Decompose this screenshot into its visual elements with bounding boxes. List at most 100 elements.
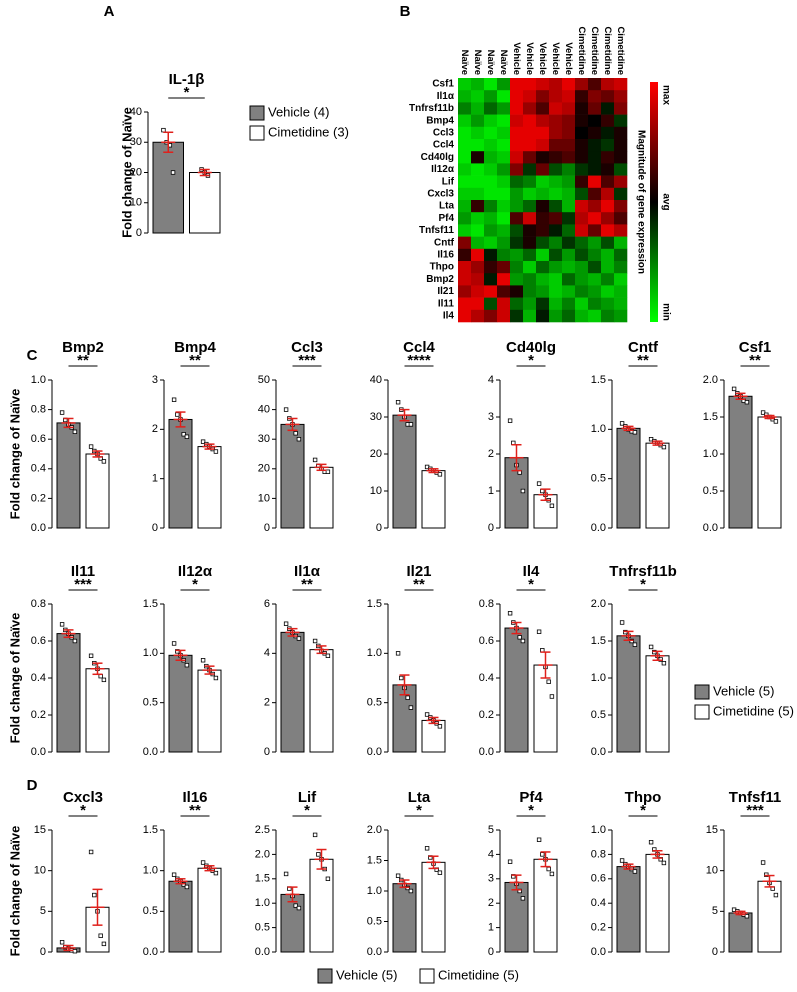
heatmap-cell <box>497 212 511 225</box>
column-label: Cimetidine <box>576 26 587 75</box>
heatmap-cell <box>536 126 550 140</box>
y-tick-label: 5 <box>488 824 494 836</box>
chart-title: Cntf <box>628 339 659 356</box>
heatmap-cell <box>575 102 589 115</box>
heatmap-cell <box>471 114 485 128</box>
heatmap-cell <box>471 224 485 237</box>
heatmap-cell <box>549 102 563 115</box>
row-label: Pf4 <box>438 213 454 224</box>
y-tick-label: 0 <box>488 522 494 534</box>
y-tick-label: 10 <box>370 485 382 497</box>
heatmap-cell <box>458 261 472 274</box>
error-bar <box>285 417 300 432</box>
heatmap-cell <box>601 175 615 189</box>
y-tick-label: 1.0 <box>591 824 606 836</box>
heatmap-cell <box>549 248 563 262</box>
error-bar <box>426 855 441 870</box>
y-tick-label: 1.0 <box>367 885 382 897</box>
row-label: Cntf <box>434 237 455 248</box>
data-point <box>764 872 769 877</box>
error-bar <box>397 879 412 889</box>
data-point <box>72 638 78 644</box>
heatmap-cell <box>562 248 576 262</box>
heatmap-cell <box>484 273 498 286</box>
y-tick-label: 0.5 <box>143 697 158 709</box>
y-tick-label: 0 <box>376 522 382 534</box>
y-tick-label: 0.6 <box>479 635 494 647</box>
y-tick-label: 2.0 <box>255 848 270 860</box>
error-bar <box>90 450 105 458</box>
bar <box>421 470 446 529</box>
heatmap-cell <box>536 139 550 152</box>
heatmap-cell <box>536 151 550 164</box>
bar <box>280 631 305 753</box>
heatmap-cell <box>562 187 576 201</box>
bar <box>189 172 221 234</box>
heatmap-cell <box>588 248 602 262</box>
heatmap-cell <box>601 114 615 128</box>
data-point <box>536 481 542 486</box>
heatmap-cell <box>601 261 615 274</box>
significance: *** <box>746 802 764 819</box>
y-tick-label: 30 <box>370 411 382 423</box>
heatmap-cell <box>497 224 511 237</box>
heatmap-cell <box>536 212 550 225</box>
y-tick-label: 0.2 <box>31 709 46 721</box>
heatmap-cell <box>471 297 485 311</box>
y-tick-label: 0.0 <box>591 522 606 534</box>
bar <box>616 427 641 529</box>
heatmap-cell <box>458 273 472 286</box>
error-bar <box>314 645 329 655</box>
data-point <box>744 399 750 405</box>
data-point <box>92 892 97 898</box>
error-bar <box>90 662 105 676</box>
bar <box>757 416 782 529</box>
data-point <box>648 644 654 650</box>
data-point <box>316 852 321 857</box>
heatmap-cell <box>523 175 537 189</box>
heatmap-cell <box>601 187 615 201</box>
legend-label: Vehicle (5) <box>336 967 397 982</box>
data-point <box>283 407 289 412</box>
heatmap-cell <box>588 261 602 274</box>
data-point <box>101 941 107 947</box>
y-tick-label: 0.4 <box>31 463 46 475</box>
heatmap-cell <box>458 236 472 250</box>
y-tick-label: 10 <box>258 492 270 504</box>
heatmap-cell <box>562 126 576 140</box>
bar <box>56 633 81 753</box>
chart-title: Tnfsf11 <box>729 789 782 806</box>
y-tick-label: 0 <box>136 227 142 239</box>
heatmap-cell <box>510 248 524 262</box>
heatmap-cell <box>614 212 628 225</box>
error-bar <box>285 627 300 637</box>
row-label: Il21 <box>437 286 454 297</box>
row-label: Il4 <box>443 311 455 322</box>
heatmap-cell <box>458 151 472 164</box>
heatmap-cell <box>523 90 537 103</box>
data-point <box>283 871 289 877</box>
heatmap-cell <box>484 126 498 140</box>
y-tick-label: 40 <box>258 404 270 416</box>
row-label: Il16 <box>437 250 454 261</box>
significance: * <box>80 802 86 819</box>
error-bar <box>202 443 217 450</box>
y-tick-label: 0.6 <box>31 635 46 647</box>
heatmap-cell <box>458 126 472 140</box>
data-point <box>72 429 78 434</box>
heatmap-cell <box>575 285 589 298</box>
heatmap-cell <box>484 248 498 262</box>
heatmap-cell <box>523 248 537 262</box>
data-point <box>171 397 177 402</box>
chart-title: Bmp4 <box>174 339 216 356</box>
error-bar <box>538 651 553 679</box>
error-bar <box>202 865 217 872</box>
bar <box>504 881 529 953</box>
y-tick-label: 0.5 <box>591 709 606 721</box>
heatmap-cell <box>536 261 550 274</box>
heatmap-cell <box>562 285 576 298</box>
y-tick-label: 1.5 <box>143 598 158 610</box>
data-point <box>648 840 654 845</box>
heatmap-cell <box>588 114 602 128</box>
heatmap-cell <box>471 151 485 164</box>
